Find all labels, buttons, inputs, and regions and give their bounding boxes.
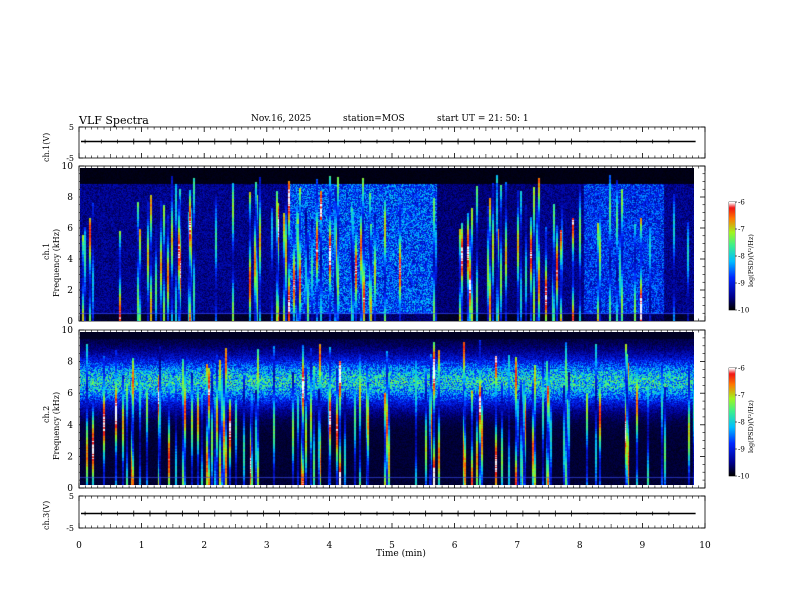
ch2-spectrum-colorbar-tick-label: -9 — [738, 446, 745, 454]
ch2-spectrogram — [80, 332, 694, 485]
start-time-label: start UT = 21: 50: 1 — [437, 114, 529, 124]
ch1-spectrum-ytick-label: 10 — [62, 162, 74, 172]
ch2-spectrum-ytick-label: 2 — [67, 452, 73, 462]
ch2-spectrum-ytick-label: 6 — [67, 389, 73, 399]
ch1-spectrum-ytick-label: 8 — [67, 193, 73, 203]
ch2-spectrum-colorbar-tick-label: -8 — [738, 419, 745, 427]
x-tick-label: 4 — [327, 541, 333, 551]
x-tick-label: 9 — [640, 541, 646, 551]
ch1-panel-label: ch.1 — [42, 242, 51, 260]
x-tick-label: 3 — [264, 541, 270, 551]
figure-title: VLF Spectra — [79, 114, 149, 127]
ch2-spectrum-ytick-label: 10 — [62, 326, 74, 336]
ch2-spectrum-ytick-label: 8 — [67, 358, 73, 368]
ch2-panel-label: ch.2 — [42, 405, 51, 423]
x-tick-label: 2 — [201, 541, 207, 551]
ch2-spectrum-colorbar-tick-label: -7 — [738, 392, 745, 400]
ch1-spectrum-ytick-label: 2 — [67, 286, 73, 296]
ch1-spectrum-ytick-label: 4 — [67, 255, 73, 265]
x-tick-label: 0 — [76, 541, 82, 551]
ch2-colorbar — [729, 368, 735, 476]
ch1-colorbar — [729, 202, 735, 310]
ch2-colorbar-label: log(PSD)(V²/Hz) — [747, 400, 755, 453]
ch3-voltage-ytick-label: 5 — [69, 492, 74, 501]
ch1-spectrum-colorbar-tick-label: -10 — [738, 307, 749, 315]
ch3-voltage-ytick-label: -5 — [66, 524, 74, 533]
ch1-spectrum-colorbar-tick-label: -6 — [738, 199, 745, 207]
ch1-voltage-ytick-label: -5 — [66, 154, 74, 163]
ch1-spectrogram — [80, 168, 694, 321]
ch3-voltage-ylabel: ch.3(V) — [42, 500, 51, 530]
x-axis-label: Time (min) — [376, 549, 426, 559]
ch1-spectrum-colorbar-tick-label: -7 — [738, 226, 745, 234]
ch1-colorbar-label: log(PSD)(V²/Hz) — [747, 234, 755, 287]
ch1-frequency-ylabel: Frequency (kHz) — [52, 228, 61, 297]
ch1-spectrum-colorbar-tick-label: -9 — [738, 280, 745, 288]
x-tick-label: 7 — [514, 541, 520, 551]
date-label: Nov.16, 2025 — [251, 114, 312, 124]
x-tick-label: 1 — [139, 541, 145, 551]
ch2-frequency-ylabel: Frequency (kHz) — [52, 391, 61, 460]
x-tick-label: 10 — [699, 541, 711, 551]
ch1-voltage-ytick-label: 5 — [69, 123, 74, 132]
ch2-spectrum-colorbar-tick-label: -6 — [738, 365, 745, 373]
ch2-spectrum-colorbar-tick-label: -10 — [738, 473, 749, 481]
x-tick-label: 5 — [389, 541, 395, 551]
ch1-voltage-ylabel: ch.1(V) — [42, 132, 51, 162]
x-tick-label: 8 — [577, 541, 583, 551]
ch1-spectrum-ytick-label: 0 — [67, 317, 73, 327]
ch1-spectrum-colorbar-tick-label: -8 — [738, 253, 745, 261]
ch1-spectrum-ytick-label: 6 — [67, 224, 73, 234]
ch2-spectrum-ytick-label: 0 — [67, 484, 73, 494]
x-tick-label: 6 — [452, 541, 458, 551]
station-label: station=MOS — [343, 114, 405, 124]
ch2-spectrum-ytick-label: 4 — [67, 421, 73, 431]
